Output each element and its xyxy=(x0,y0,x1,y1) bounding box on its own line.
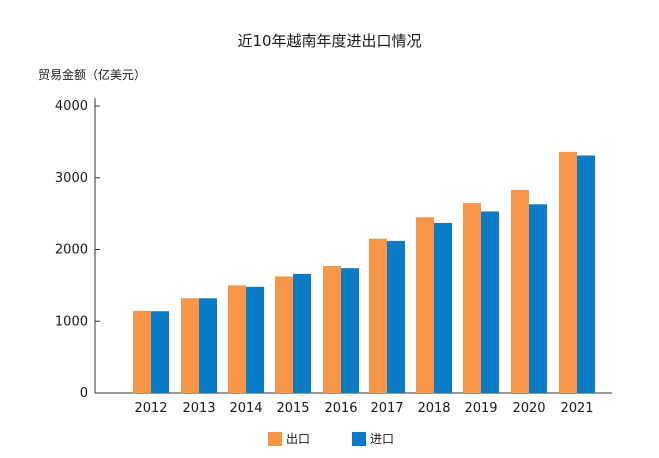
y-tick-label: 4000 xyxy=(55,99,88,114)
x-tick-label: 2013 xyxy=(182,401,215,416)
legend-label-import: 进口 xyxy=(370,432,395,446)
bar-import-2017 xyxy=(387,240,405,393)
legend-item-import: 进口 xyxy=(352,430,394,447)
bar-import-2019 xyxy=(481,211,499,393)
y-tick-label: 2000 xyxy=(55,243,88,258)
legend: 出口 进口 xyxy=(0,430,659,450)
bar-import-2014 xyxy=(246,286,264,393)
x-tick-label: 2016 xyxy=(324,401,357,416)
x-tick-label: 2020 xyxy=(512,401,545,416)
legend-swatch-import xyxy=(352,431,366,446)
y-tick-label: 3000 xyxy=(55,171,88,186)
x-tick-label: 2018 xyxy=(417,401,450,416)
x-tick-label: 2015 xyxy=(276,401,309,416)
x-tick-label: 2017 xyxy=(370,401,403,416)
bar-export-2020 xyxy=(511,189,529,393)
bar-import-2015 xyxy=(293,273,311,393)
legend-label-export: 出口 xyxy=(286,432,311,446)
chart-title: 近10年越南年度进出口情况 xyxy=(237,32,422,50)
bar-export-2013 xyxy=(181,298,199,393)
bar-export-2014 xyxy=(228,285,246,393)
bar-export-2016 xyxy=(323,266,341,393)
y-tick-label: 0 xyxy=(80,386,88,401)
bar-export-2017 xyxy=(369,238,387,393)
bar-import-2020 xyxy=(529,204,547,393)
bar-export-2012 xyxy=(133,310,151,393)
bar-export-2015 xyxy=(275,276,293,393)
bar-export-2018 xyxy=(416,217,434,393)
bar-import-2016 xyxy=(341,268,359,393)
bar-import-2012 xyxy=(151,311,169,393)
bar-export-2019 xyxy=(463,202,481,393)
legend-item-export: 出口 xyxy=(268,430,310,447)
bar-import-2013 xyxy=(199,298,217,393)
x-tick-label: 2019 xyxy=(464,401,497,416)
bar-export-2021 xyxy=(559,151,577,393)
bar-import-2021 xyxy=(577,155,595,393)
y-tick-label: 1000 xyxy=(55,314,88,329)
bar-import-2018 xyxy=(434,222,452,393)
x-tick-label: 2021 xyxy=(560,401,593,416)
y-axis-label: 贸易金额（亿美元） xyxy=(38,68,147,82)
legend-swatch-export xyxy=(268,431,282,446)
x-tick-label: 2014 xyxy=(229,401,262,416)
x-tick-label: 2012 xyxy=(134,401,167,416)
